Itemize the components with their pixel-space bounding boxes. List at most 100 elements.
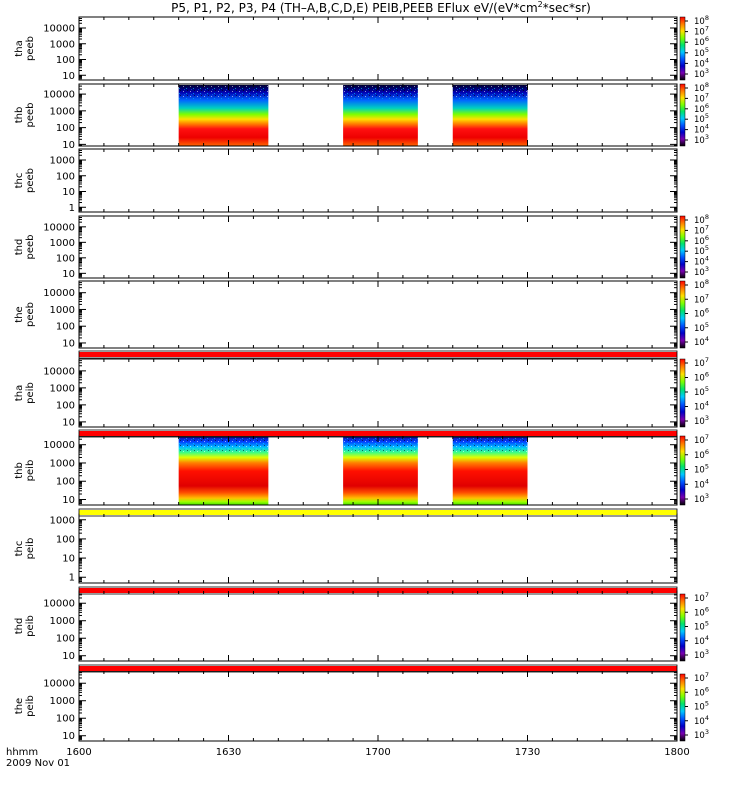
colorbar-label: 105 — [694, 700, 709, 713]
panel-label-product: peeb — [25, 168, 36, 193]
colorbar-label-exponent: 3 — [705, 414, 709, 422]
colorbar-label: 104 — [694, 477, 709, 490]
colorbar-label-base: 10 — [694, 105, 705, 115]
y-tick-label: 10 — [62, 554, 75, 565]
y-tick-label: 1000 — [50, 616, 75, 627]
colorbar-label: 104 — [694, 255, 709, 268]
y-tick-label: 100 — [56, 171, 75, 182]
colorbar-label-exponent: 5 — [705, 385, 709, 393]
colorbar-label-exponent: 8 — [705, 81, 709, 89]
colorbar-scale — [679, 358, 686, 428]
colorbar-label: 105 — [694, 46, 709, 59]
colorbar-label: 104 — [694, 400, 709, 413]
colorbar-label-exponent: 7 — [705, 223, 709, 231]
panel-label: thc peib — [14, 538, 36, 560]
y-tick-label: 10000 — [43, 288, 75, 299]
x-tick-label: 1600 — [66, 747, 91, 758]
colorbar-label-base: 10 — [694, 731, 705, 741]
colorbar-label-exponent: 3 — [705, 728, 709, 736]
colorbar-label-base: 10 — [694, 216, 705, 226]
colorbar-label-exponent: 7 — [705, 671, 709, 679]
panel-frame — [78, 215, 678, 279]
y-tick-label: 1000 — [50, 458, 75, 469]
colorbar-label: 103 — [694, 414, 709, 427]
y-tick-label: 10000 — [43, 90, 75, 101]
colorbar-label-base: 10 — [694, 594, 705, 604]
title-superscript: 2 — [538, 0, 543, 9]
colorbar-label: 105 — [694, 112, 709, 125]
panel-label: the peib — [14, 695, 36, 717]
colorbar-label: 106 — [694, 234, 709, 247]
colorbar-scale — [679, 215, 686, 279]
colorbar-label-base: 10 — [694, 451, 705, 461]
x-tick-label: 1730 — [515, 747, 540, 758]
colorbar-label-exponent: 5 — [705, 244, 709, 252]
panel-frame — [78, 16, 678, 81]
colorbar-label-exponent: 6 — [705, 685, 709, 693]
panel-label-product: peib — [25, 538, 36, 560]
colorbar-label: 103 — [694, 133, 709, 146]
y-tick-label: 1000 — [50, 106, 75, 117]
colorbar-label-exponent: 4 — [705, 400, 709, 408]
colorbar-label-exponent: 7 — [705, 433, 709, 441]
panel-label: thc peeb — [14, 168, 36, 193]
colorbar-label-base: 10 — [694, 49, 705, 59]
panel-label-product: peib — [25, 382, 36, 404]
colorbar-label: 104 — [694, 123, 709, 136]
colorbar-label-exponent: 5 — [705, 700, 709, 708]
y-tick-label: 100 — [56, 714, 75, 725]
colorbar-label-exponent: 6 — [705, 605, 709, 613]
colorbar-label: 103 — [694, 67, 709, 80]
y-tick-label: 1000 — [50, 305, 75, 316]
panel-label: tha peib — [14, 382, 36, 404]
colorbar-label: 103 — [694, 728, 709, 741]
y-tick-label: 10000 — [43, 679, 75, 690]
y-tick-label: 10 — [62, 651, 75, 662]
panel-label-product: peeb — [25, 302, 36, 327]
colorbar-label-exponent: 6 — [705, 102, 709, 110]
y-tick-label: 10000 — [43, 366, 75, 377]
panel-label-product: peeb — [25, 36, 36, 61]
y-tick-label: 100 — [56, 253, 75, 264]
panel-frame — [78, 148, 678, 213]
y-tick-label: 10 — [62, 140, 75, 151]
colorbar-label-base: 10 — [694, 338, 705, 348]
colorbar-label-base: 10 — [694, 688, 705, 698]
y-tick-label: 10000 — [43, 440, 75, 451]
x-tick-label: 1700 — [365, 747, 390, 758]
colorbar-label: 105 — [694, 620, 709, 633]
quality-flag-bar — [79, 352, 677, 357]
x-axis-date: 2009 Nov 01 — [6, 758, 70, 769]
colorbar-label-exponent: 8 — [705, 278, 709, 286]
x-tick-label: 1630 — [216, 747, 241, 758]
spectrogram-texture — [343, 85, 418, 99]
colorbar-label-exponent: 4 — [705, 634, 709, 642]
y-tick-label: 10000 — [43, 24, 75, 35]
colorbar-label: 106 — [694, 35, 709, 48]
colorbar-label-exponent: 7 — [705, 356, 709, 364]
colorbar-label-base: 10 — [694, 226, 705, 236]
panel-label-probe: tha — [14, 40, 25, 56]
colorbar-label-base: 10 — [694, 703, 705, 713]
colorbar-label-base: 10 — [694, 374, 705, 384]
colorbar-label-base: 10 — [694, 247, 705, 257]
colorbar-label: 104 — [694, 56, 709, 69]
panel-label: thd peib — [14, 615, 36, 637]
colorbar-label: 105 — [694, 321, 709, 334]
colorbar-scale — [679, 673, 686, 742]
quality-flag-bar — [79, 431, 677, 436]
spectrogram-texture — [178, 437, 269, 453]
colorbar-label-exponent: 4 — [705, 123, 709, 131]
colorbar-label: 105 — [694, 244, 709, 257]
colorbar-label: 103 — [694, 265, 709, 278]
colorbar-label-base: 10 — [694, 674, 705, 684]
colorbar-label-exponent: 4 — [705, 56, 709, 64]
